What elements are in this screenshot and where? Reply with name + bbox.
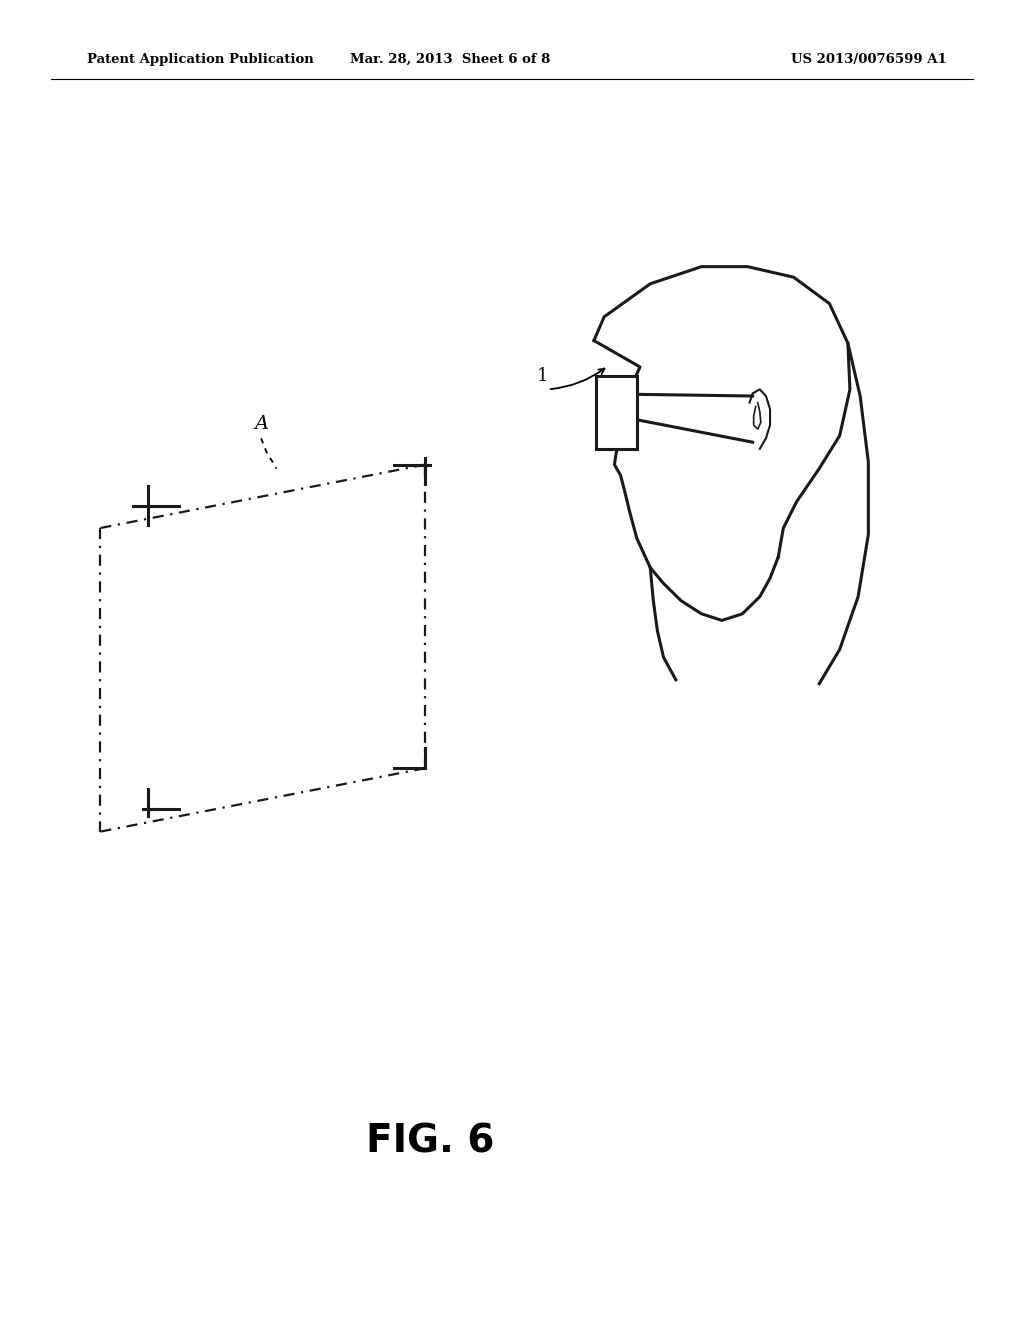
Text: A: A — [254, 414, 268, 433]
Text: FIG. 6: FIG. 6 — [366, 1123, 495, 1160]
Text: US 2013/0076599 A1: US 2013/0076599 A1 — [792, 53, 947, 66]
Text: Mar. 28, 2013  Sheet 6 of 8: Mar. 28, 2013 Sheet 6 of 8 — [350, 53, 551, 66]
Bar — [596, 376, 637, 449]
Text: 1: 1 — [537, 367, 549, 385]
Text: Patent Application Publication: Patent Application Publication — [87, 53, 313, 66]
